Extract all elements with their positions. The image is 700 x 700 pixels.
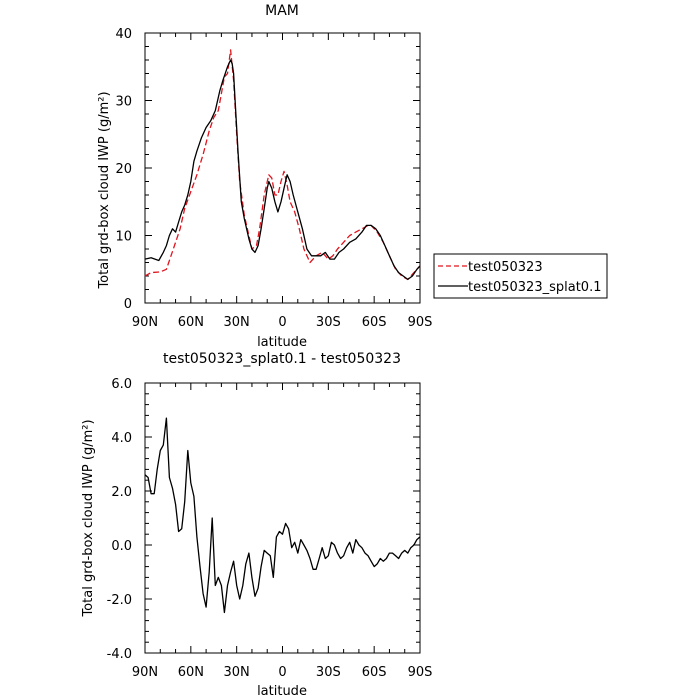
- top-chart-title: MAM: [265, 3, 299, 19]
- top-chart-panel: MAM 90N 60N 30N 0 30S 60S 90S 0 10 20 30 40 latitu…: [97, 3, 608, 350]
- top-chart-plot-frame: [144, 32, 421, 304]
- top-chart-y-tick-label: 40: [115, 27, 132, 42]
- top-chart-x-tick-label: 60N: [178, 315, 204, 330]
- bottom-chart-y-tick-label: 0.0: [111, 539, 132, 554]
- top-chart-x-tick-label: 90S: [408, 315, 433, 330]
- bottom-chart-x-tick-label: 30S: [316, 665, 341, 680]
- top-chart-y-axis-label: Total grd-box cloud IWP (g/m²): [97, 91, 112, 289]
- top-chart-series-line-test050323-splat0-1: [144, 59, 421, 281]
- bottom-chart-y-tick-label: -4.0: [107, 647, 132, 662]
- top-chart-x-tick-labels: 90N 60N 30N 0 30S 60S 90S: [132, 315, 433, 330]
- top-chart-legend: test050323 test050323_splat0.1: [433, 253, 608, 299]
- bottom-chart-x-tick-label: 90N: [132, 665, 158, 680]
- bottom-chart-y-axis-label: Total grd-box cloud IWP (g/m²): [81, 419, 96, 617]
- bottom-chart-plot-frame: [144, 382, 421, 654]
- legend-label-test050323: test050323: [468, 260, 543, 275]
- bottom-chart-x-axis-label: latitude: [257, 684, 307, 699]
- top-chart-x-tick-label: 60S: [362, 315, 387, 330]
- bottom-chart-x-tick-label: 60S: [362, 665, 387, 680]
- legend-box: [433, 253, 608, 299]
- top-chart-series-line-test050323: [144, 49, 421, 281]
- bottom-chart-x-tick-label: 0: [278, 665, 286, 680]
- bottom-chart-panel: test050323_splat0.1 - test050323 90N 60N 3…: [81, 351, 432, 699]
- top-chart-x-tick-label: 90N: [132, 315, 158, 330]
- bottom-chart-y-tick-label: -2.0: [107, 593, 132, 608]
- top-chart-series: [144, 49, 421, 281]
- top-chart-x-tick-label: 30S: [316, 315, 341, 330]
- top-chart-x-axis-label: latitude: [257, 335, 307, 350]
- bottom-chart-x-tick-labels: 90N 60N 30N 0 30S 60S 90S: [132, 665, 433, 680]
- bottom-chart-title: test050323_splat0.1 - test050323: [163, 351, 401, 367]
- bottom-chart-x-tick-label: 60N: [178, 665, 204, 680]
- bottom-chart-series: [144, 417, 421, 614]
- top-chart-y-tick-label: 0: [124, 297, 132, 312]
- bottom-chart-series-line-difference: [144, 417, 421, 614]
- bottom-chart-ticks: [144, 382, 421, 654]
- bottom-chart-y-tick-label: 6.0: [111, 377, 132, 392]
- top-chart-y-tick-labels: 0 10 20 30 40: [115, 27, 132, 312]
- bottom-chart-x-tick-label: 30N: [224, 665, 250, 680]
- top-chart-x-tick-label: 0: [278, 315, 286, 330]
- top-chart-y-tick-label: 20: [115, 162, 132, 177]
- legend-label-test050323-splat0-1: test050323_splat0.1: [468, 280, 601, 295]
- bottom-chart-y-tick-label: 2.0: [111, 485, 132, 500]
- top-chart-y-tick-label: 30: [115, 95, 132, 110]
- bottom-chart-y-tick-label: 4.0: [111, 431, 132, 446]
- top-chart-ticks: [144, 32, 421, 304]
- bottom-chart-x-tick-label: 90S: [408, 665, 433, 680]
- bottom-chart-y-tick-labels: -4.0 -2.0 0.0 2.0 4.0 6.0: [107, 377, 132, 662]
- top-chart-x-tick-label: 30N: [224, 315, 250, 330]
- top-chart-y-tick-label: 10: [115, 230, 132, 245]
